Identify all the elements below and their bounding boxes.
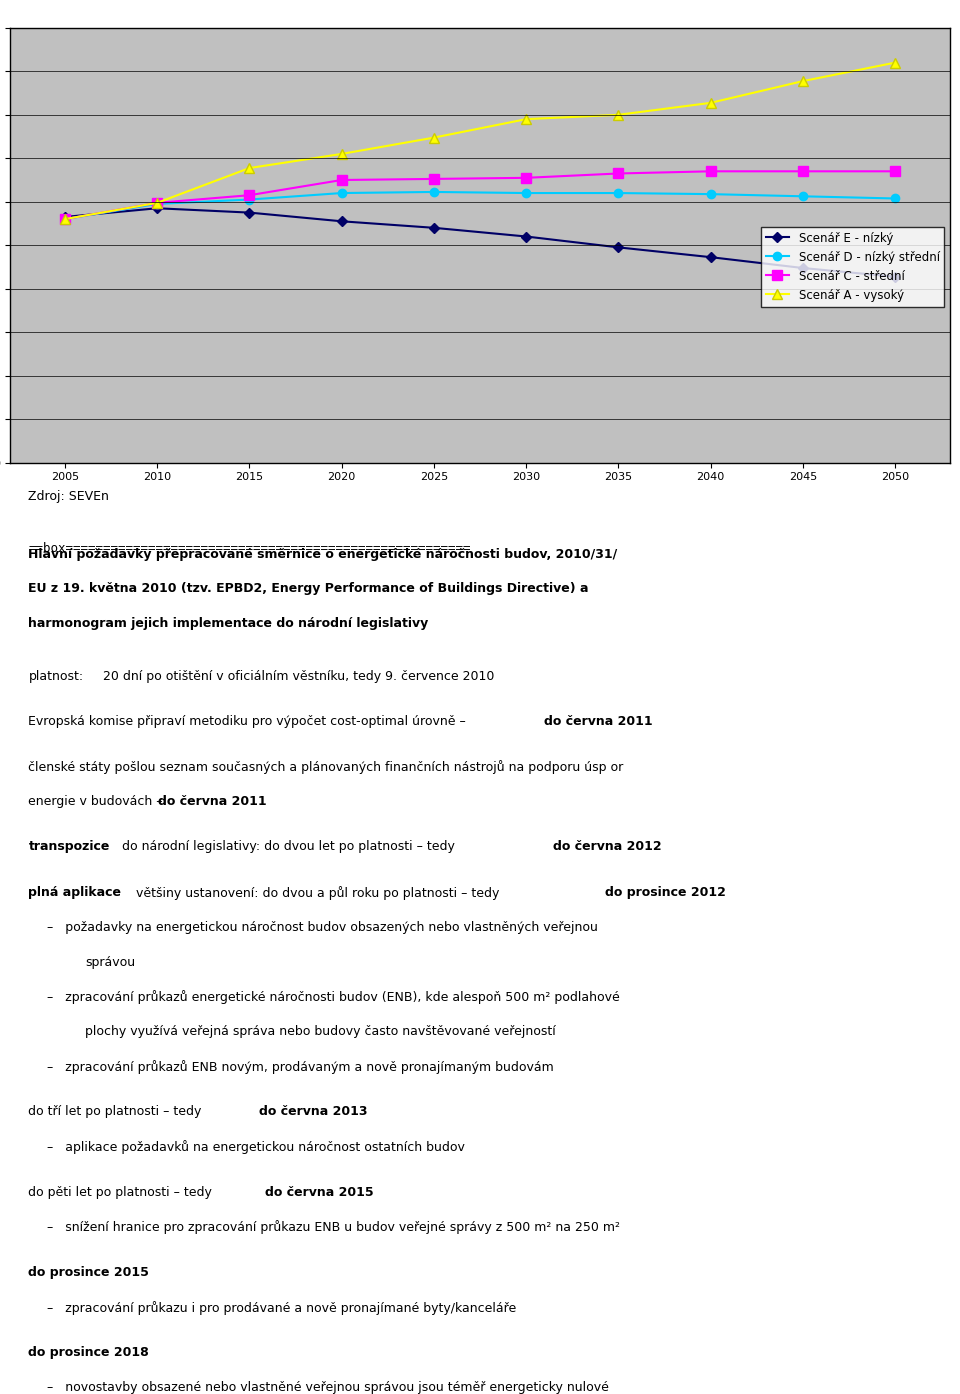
Line: Scenář C - střední: Scenář C - střední <box>60 166 900 224</box>
Text: do národní legislativy: do dvou let po platnosti – tedy: do národní legislativy: do dvou let po p… <box>118 841 459 853</box>
Scenář D - nízký střední <box>244 191 255 208</box>
Text: energie v budovách –: energie v budovách – <box>29 795 167 809</box>
Scenář A - vysoký <box>520 110 532 127</box>
Scenář D - nízký střední <box>152 195 163 212</box>
Scenář C - střední <box>60 210 71 227</box>
Scenář C - střední <box>152 194 163 210</box>
Scenář A - vysoký <box>60 210 71 227</box>
Scenář C - střední <box>244 187 255 204</box>
Text: EU z 19. května 2010 (tzv. EPBD2, Energy Performance of Buildings Directive) a: EU z 19. května 2010 (tzv. EPBD2, Energy… <box>29 583 588 595</box>
Scenář E - nízký <box>612 238 624 255</box>
Text: –   novostavby obsazené nebo vlastněné veřejnou správou jsou téměř energeticky n: – novostavby obsazené nebo vlastněné veř… <box>47 1381 609 1394</box>
Text: –   zpracování průkazů energetické náročnosti budov (ENB), kde alespoň 500 m² po: – zpracování průkazů energetické náročno… <box>47 990 620 1004</box>
Scenář A - vysoký <box>336 145 348 162</box>
Scenář A - vysoký <box>244 160 255 177</box>
Text: Evropská komise připraví metodiku pro výpočet cost-optimal úrovně –: Evropská komise připraví metodiku pro vý… <box>29 715 470 728</box>
Text: –   aplikace požadavků na energetickou náročnost ostatních budov: – aplikace požadavků na energetickou nár… <box>47 1140 465 1154</box>
Text: –   zpracování průkazů ENB novým, prodávaným a nově pronajímaným budovám: – zpracování průkazů ENB novým, prodávan… <box>47 1059 554 1075</box>
Scenář C - střední <box>612 164 624 181</box>
Text: do pěti let po platnosti – tedy: do pěti let po platnosti – tedy <box>29 1186 216 1199</box>
Scenář D - nízký střední <box>797 188 808 205</box>
Text: do června 2013: do června 2013 <box>259 1105 368 1118</box>
Scenář A - vysoký <box>797 72 808 89</box>
Scenář E - nízký <box>797 259 808 276</box>
Scenář C - střední <box>797 163 808 180</box>
Text: plná aplikace: plná aplikace <box>29 885 121 899</box>
Scenář A - vysoký <box>152 194 163 210</box>
Line: Scenář D - nízký střední: Scenář D - nízký střední <box>60 188 900 223</box>
Text: většiny ustanovení: do dvou a půl roku po platnosti – tedy: většiny ustanovení: do dvou a půl roku p… <box>132 885 503 899</box>
Scenář D - nízký střední <box>705 185 716 202</box>
Legend: Scenář E - nízký, Scenář D - nízký střední, Scenář C - střední, Scenář A - vysok: Scenář E - nízký, Scenář D - nízký střed… <box>761 227 945 307</box>
Scenář D - nízký střední <box>889 190 900 206</box>
Scenář E - nízký <box>152 199 163 216</box>
Scenář A - vysoký <box>889 54 900 71</box>
Scenář D - nízký střední <box>336 184 348 201</box>
Scenář E - nízký <box>428 219 440 236</box>
Text: Zdroj: SEVEn: Zdroj: SEVEn <box>29 491 109 503</box>
Line: Scenář A - vysoký: Scenář A - vysoký <box>60 57 900 224</box>
Text: 20 dní po otištění v oficiálním věstníku, tedy 9. července 2010: 20 dní po otištění v oficiálním věstníku… <box>99 669 494 683</box>
Text: harmonogram jejich implementace do národní legislativy: harmonogram jejich implementace do národ… <box>29 618 429 630</box>
Scenář C - střední <box>520 170 532 187</box>
Scenář C - střední <box>336 171 348 188</box>
Scenář E - nízký <box>889 268 900 284</box>
Text: –   zpracování průkazu i pro prodávané a nově pronajímané byty/kanceláře: – zpracování průkazu i pro prodávané a n… <box>47 1301 516 1315</box>
Scenář A - vysoký <box>705 95 716 112</box>
Text: do prosince 2012: do prosince 2012 <box>605 885 726 899</box>
Text: do prosince 2018: do prosince 2018 <box>29 1347 149 1359</box>
Scenář C - střední <box>889 163 900 180</box>
Text: –   snížení hranice pro zpracování průkazu ENB u budov veřejné správy z 500 m² n: – snížení hranice pro zpracování průkazu… <box>47 1221 620 1235</box>
Text: správou: správou <box>84 955 135 969</box>
Text: do června 2012: do června 2012 <box>553 841 662 853</box>
Scenář D - nízký střední <box>428 184 440 201</box>
Text: do června 2011: do června 2011 <box>158 795 267 809</box>
Scenář E - nízký <box>244 205 255 222</box>
Text: transpozice: transpozice <box>29 841 109 853</box>
Text: plochy využívá veřejná správa nebo budovy často navštěvované veřejností: plochy využívá veřejná správa nebo budov… <box>84 1025 556 1039</box>
Scenář C - střední <box>428 170 440 187</box>
Text: do tří let po platnosti – tedy: do tří let po platnosti – tedy <box>29 1105 205 1118</box>
Scenář C - střední <box>705 163 716 180</box>
Text: do prosince 2015: do prosince 2015 <box>29 1266 150 1278</box>
Scenář A - vysoký <box>612 106 624 123</box>
Text: členské státy pošlou seznam současných a plánovaných finančních nástrojů na podp: členské státy pošlou seznam současných a… <box>29 760 624 774</box>
Scenář D - nízký střední <box>60 210 71 227</box>
Text: platnost:: platnost: <box>29 669 84 683</box>
Scenář E - nízký <box>705 248 716 265</box>
Line: Scenář E - nízký: Scenář E - nízký <box>61 205 899 280</box>
Scenář A - vysoký <box>428 130 440 146</box>
Scenář D - nízký střední <box>612 184 624 201</box>
Scenář E - nízký <box>60 209 71 226</box>
Scenář D - nízký střední <box>520 184 532 201</box>
Text: Hlavní požadavky přepracované směrnice o energetické náročnosti budov, 2010/31/: Hlavní požadavky přepracované směrnice o… <box>29 548 617 560</box>
Text: do června 2015: do června 2015 <box>266 1186 374 1199</box>
Text: do června 2011: do června 2011 <box>544 715 653 728</box>
Scenář E - nízký <box>336 213 348 230</box>
Scenář E - nízký <box>520 229 532 245</box>
Text: –   požadavky na energetickou náročnost budov obsazených nebo vlastněných veřejn: – požadavky na energetickou náročnost bu… <box>47 920 598 934</box>
Text: ==box======================================================: ==box===================================… <box>29 542 471 555</box>
